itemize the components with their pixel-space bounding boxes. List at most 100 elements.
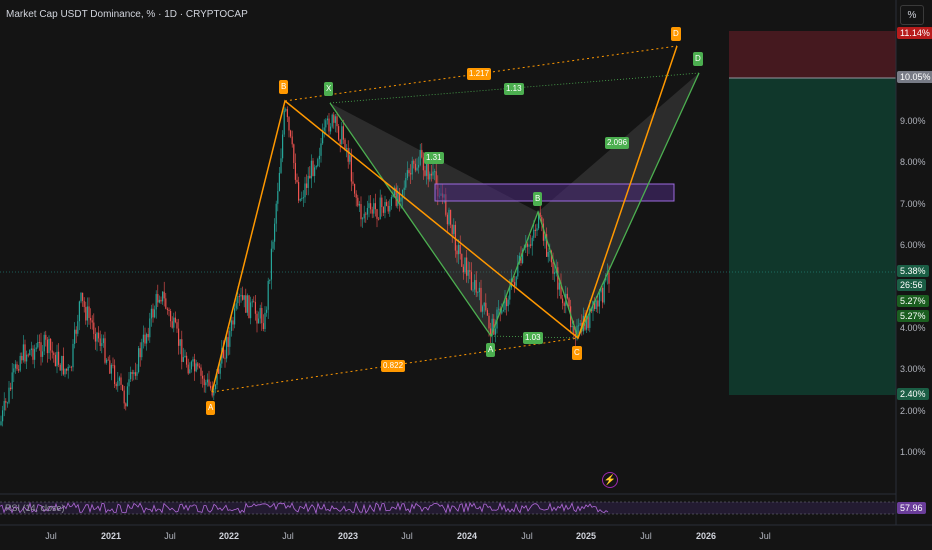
candle-body [131, 372, 133, 374]
price-tick: 6.00% [900, 240, 926, 250]
candle-body [269, 279, 271, 281]
candle-body [253, 301, 255, 303]
candle-body [398, 192, 400, 202]
candle-body [288, 117, 290, 131]
lightning-icon[interactable]: ⚡ [602, 472, 618, 488]
candle-body [133, 372, 135, 374]
candle-body [467, 270, 469, 276]
candle-body [562, 298, 564, 304]
candle-body [446, 214, 448, 225]
candle-body [88, 306, 90, 318]
rsi-value-label: 57.96 [897, 502, 926, 514]
candle-body [261, 308, 263, 324]
candle-body [11, 372, 13, 390]
candle-body [283, 110, 285, 135]
candle-body [418, 164, 420, 168]
candle-body [520, 255, 522, 264]
candle-body [70, 366, 72, 368]
time-tick: Jul [640, 531, 652, 541]
candle-body [18, 369, 20, 371]
candle-body [37, 342, 39, 348]
candle-body [480, 287, 482, 312]
candle-body [202, 375, 204, 379]
candle-body [304, 183, 306, 198]
candle-body [461, 253, 463, 267]
candle-body [451, 224, 453, 234]
candle-body [166, 308, 168, 310]
orange-point-a: A [206, 401, 216, 415]
time-tick: 2024 [456, 531, 478, 541]
candle-body [493, 318, 495, 335]
candle-body [27, 354, 29, 356]
supply-zone-box[interactable] [434, 183, 675, 202]
candle-body [310, 160, 312, 179]
candle-body [64, 368, 66, 375]
candle-body [171, 321, 173, 328]
candle-body [533, 229, 535, 238]
candle-body [203, 378, 205, 386]
candle-body [51, 350, 53, 353]
candle-body [483, 302, 485, 307]
candle-body [243, 295, 245, 300]
candle-body [141, 342, 143, 358]
candle-body [298, 182, 300, 201]
time-tick: Jul [45, 531, 57, 541]
candle-body [130, 372, 132, 380]
candle-body [38, 342, 40, 343]
candle-body [566, 293, 568, 299]
candle-body [408, 170, 410, 174]
candle-body [102, 338, 104, 344]
candle-body [254, 302, 256, 314]
candle-body [333, 114, 335, 123]
percent-scale-button[interactable]: % [900, 5, 924, 25]
candle-body [462, 266, 464, 273]
candle-body [538, 212, 540, 229]
candle-body [112, 364, 114, 366]
candle-body [371, 209, 373, 214]
candle-body [24, 344, 26, 362]
candle-body [597, 300, 599, 307]
candle-body [598, 292, 600, 307]
candle-body [290, 130, 292, 137]
time-tick: Jul [282, 531, 294, 541]
candle-body [528, 244, 530, 247]
candle-body [317, 159, 319, 167]
ratio-113: 1.13 [504, 83, 524, 95]
time-tick: Jul [164, 531, 176, 541]
time-tick: Jul [521, 531, 533, 541]
candle-body [338, 126, 340, 140]
candle-body [13, 368, 15, 373]
candle-body [35, 347, 37, 350]
candle-body [117, 380, 119, 387]
candle-body [448, 209, 450, 225]
candle-body [357, 197, 359, 206]
candle-body [3, 401, 5, 411]
candle-body [170, 310, 172, 322]
candle-body [560, 282, 562, 299]
green-point-a: A [486, 343, 496, 357]
candle-body [349, 155, 351, 162]
candle-body [563, 303, 565, 306]
candle-body [50, 338, 52, 351]
candle-body [10, 387, 12, 390]
candle-body [206, 379, 208, 383]
candle-body [453, 224, 455, 234]
candle-body [214, 384, 216, 390]
time-tick: 2026 [695, 531, 717, 541]
candle-body [320, 143, 322, 156]
candle-body [394, 187, 396, 196]
candle-body [187, 364, 189, 374]
rsi-label[interactable]: RSI (14, close) [5, 503, 65, 513]
candle-body [235, 303, 237, 309]
candle-body [370, 203, 372, 210]
candle-body [341, 126, 343, 144]
candle-body [307, 175, 309, 188]
candle-body [506, 297, 508, 307]
candle-body [224, 357, 226, 359]
candle-body [147, 333, 149, 338]
candle-body [22, 344, 24, 361]
candle-body [522, 249, 524, 264]
candle-body [139, 348, 141, 358]
candle-body [146, 333, 148, 344]
